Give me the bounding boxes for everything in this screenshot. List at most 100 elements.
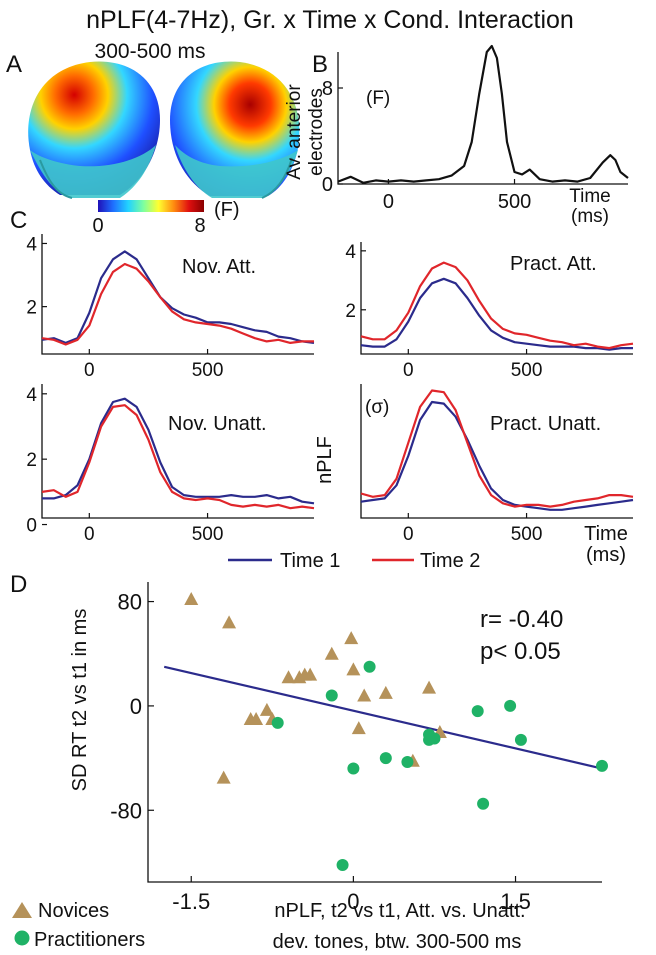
panel-b-xlabel-1: Time — [569, 186, 611, 207]
x-tick-label: 500 — [192, 524, 224, 545]
y-tick-label: 2 — [345, 301, 356, 322]
panel-letter-a: A — [6, 51, 22, 78]
colorbar: 0 8 (F) — [92, 199, 239, 237]
x-tick-label: 0 — [347, 889, 359, 914]
y-tick-label: 0 — [130, 694, 142, 719]
panel-b-ylabel-1: Av. anterior — [284, 84, 305, 180]
y-tick-label: 0 — [26, 516, 37, 537]
x-tick-label: 0 — [403, 360, 414, 381]
series-line-time-2 — [360, 261, 634, 350]
axis-frame — [360, 384, 633, 519]
series-line-0 — [337, 44, 629, 184]
series-line-time-2 — [41, 404, 315, 510]
y-tick-label: 4 — [26, 385, 37, 406]
practitioner-point — [325, 689, 338, 702]
y-tick-label: -80 — [110, 798, 142, 823]
panel-letter-b: B — [312, 51, 328, 78]
time-window-label: 300-500 ms — [95, 40, 206, 63]
subplot-title: Pract. Unatt. — [490, 413, 601, 435]
panel-c-tag: (σ) — [365, 397, 389, 418]
series-line-time-2 — [360, 389, 634, 508]
practitioner-point — [514, 733, 527, 746]
panel-d-xlabel-1: nPLF, t2 vs t1, Att. vs. Unatt. — [274, 900, 525, 922]
y-tick-label: 4 — [345, 242, 356, 263]
series-line-time-1 — [41, 250, 315, 344]
subplot-title: Nov. Att. — [182, 256, 256, 278]
novice-point — [422, 680, 437, 694]
panel-b-tag: (F) — [366, 88, 390, 109]
series-line-time-2 — [41, 262, 314, 346]
novice-point — [351, 721, 366, 735]
practitioner-point — [336, 859, 349, 872]
legend-marker-novices — [12, 902, 32, 918]
panel-c-ylabel: nPLF — [314, 436, 336, 484]
y-tick-label: 2 — [26, 450, 37, 471]
axis-frame — [41, 384, 314, 519]
x-tick-label: 500 — [192, 360, 224, 381]
x-tick-label: 500 — [511, 360, 543, 381]
novice-point — [378, 685, 393, 699]
stats-r: r= -0.40 — [480, 606, 563, 633]
novice-point — [259, 702, 274, 716]
legend-marker-practitioners — [14, 930, 30, 946]
y-tick-label: 0 — [322, 174, 333, 196]
panel-d-xlabel-2: dev. tones, btw. 300-500 ms — [273, 931, 522, 953]
legend-label-time-1: Time 1 — [280, 550, 340, 572]
novice-point — [346, 662, 361, 676]
panel-c-xlabel-2: (ms) — [586, 544, 626, 566]
novice-point — [184, 591, 199, 605]
practitioner-point — [477, 797, 490, 810]
novice-point — [222, 615, 237, 629]
novice-point — [324, 646, 339, 660]
colorbar-max-label: 8 — [194, 215, 205, 237]
x-tick-label: 0 — [403, 524, 414, 545]
y-tick-label: 2 — [26, 298, 37, 319]
legend-label-novices: Novices — [38, 900, 109, 922]
y-tick-label: 4 — [26, 234, 37, 255]
axis-frame — [147, 582, 602, 883]
novice-point — [344, 631, 359, 645]
practitioner-point — [423, 733, 436, 746]
head-map-left — [28, 61, 160, 199]
practitioner-point — [596, 759, 608, 772]
practitioner-point — [401, 756, 414, 768]
practitioner-point — [379, 752, 392, 765]
novice-point — [357, 688, 372, 702]
x-tick-label: 1.5 — [500, 889, 531, 914]
panel-b-xlabel-2: (ms) — [571, 206, 609, 227]
panel-c: 0 500 2 4 Nov. Att. 0 500 2 4 Pract. Att. 0 500 0 2… — [26, 234, 634, 572]
figure-title: nPLF(4-7Hz), Gr. x Time x Cond. Interact… — [86, 6, 574, 34]
colorbar-min-label: 0 — [92, 215, 103, 237]
novice-point — [303, 667, 318, 681]
panel-letter-d: D — [10, 571, 27, 598]
x-tick-label: 0 — [84, 524, 95, 545]
panel-b: (F) Av. anterior electrodes Time (ms) 0 5… — [284, 44, 629, 227]
panel-d-legend: Novices Practitioners — [12, 900, 145, 951]
panel-d: -1.5 0 1.5 80 0 -80 r= -0.40 p< 0.05 SD RT t2… — [12, 582, 608, 953]
stats-p: p< 0.05 — [480, 638, 561, 665]
practitioner-point — [363, 660, 376, 673]
x-tick-label: 500 — [498, 191, 531, 213]
practitioner-point — [504, 699, 517, 712]
panel-d-ylabel: SD RT t2 vs t1 in ms — [69, 609, 91, 792]
legend-label-time-2: Time 2 — [420, 550, 480, 572]
subplot-title: Nov. Unatt. — [168, 413, 267, 435]
x-tick-label: 500 — [511, 524, 543, 545]
series-line-time-1 — [360, 400, 634, 511]
novice-point — [216, 770, 231, 784]
y-tick-label: 8 — [322, 78, 333, 100]
y-tick-label: 80 — [118, 590, 142, 615]
practitioner-point — [471, 705, 484, 718]
practitioner-point — [347, 762, 360, 775]
panel-c-xlabel-1: Time — [584, 523, 628, 545]
regression-line — [163, 665, 603, 770]
novice-point — [243, 711, 258, 725]
colorbar-unit: (F) — [214, 199, 240, 221]
panel-letter-c: C — [10, 207, 27, 234]
panel-c-legend: Time 1 Time 2 — [228, 550, 480, 572]
series-line-time-1 — [42, 397, 315, 505]
subplot-title: Pract. Att. — [510, 253, 597, 275]
head-map-right — [170, 61, 300, 199]
practitioner-point — [271, 716, 284, 729]
